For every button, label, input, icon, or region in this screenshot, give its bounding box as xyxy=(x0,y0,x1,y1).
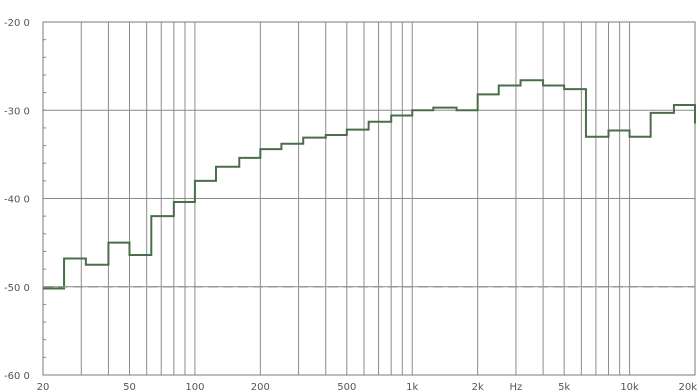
x-tick-label: 1k xyxy=(406,382,418,392)
x-tick-label: 20 xyxy=(37,382,50,392)
y-tick-label: -40 0 xyxy=(4,195,30,206)
y-tick-label: -60 0 xyxy=(4,371,30,382)
y-tick-label: -30 0 xyxy=(4,106,30,117)
x-tick-label: 10k xyxy=(620,382,639,392)
x-tick-label: 200 xyxy=(251,382,270,392)
plot-frame xyxy=(42,21,696,376)
y-tick-label: -20 0 xyxy=(4,18,30,29)
x-tick-label: 50 xyxy=(123,382,136,392)
x-tick-label: 5k xyxy=(558,382,570,392)
y-tick-label: -50 0 xyxy=(4,283,30,294)
spectrum-step-line xyxy=(43,79,696,290)
x-tick-label: 100 xyxy=(185,382,204,392)
x-tick-label: 20k xyxy=(678,382,697,392)
x-tick-label: 500 xyxy=(337,382,356,392)
x-tick-label: Hz xyxy=(510,382,523,392)
x-tick-label: 2k xyxy=(472,382,484,392)
